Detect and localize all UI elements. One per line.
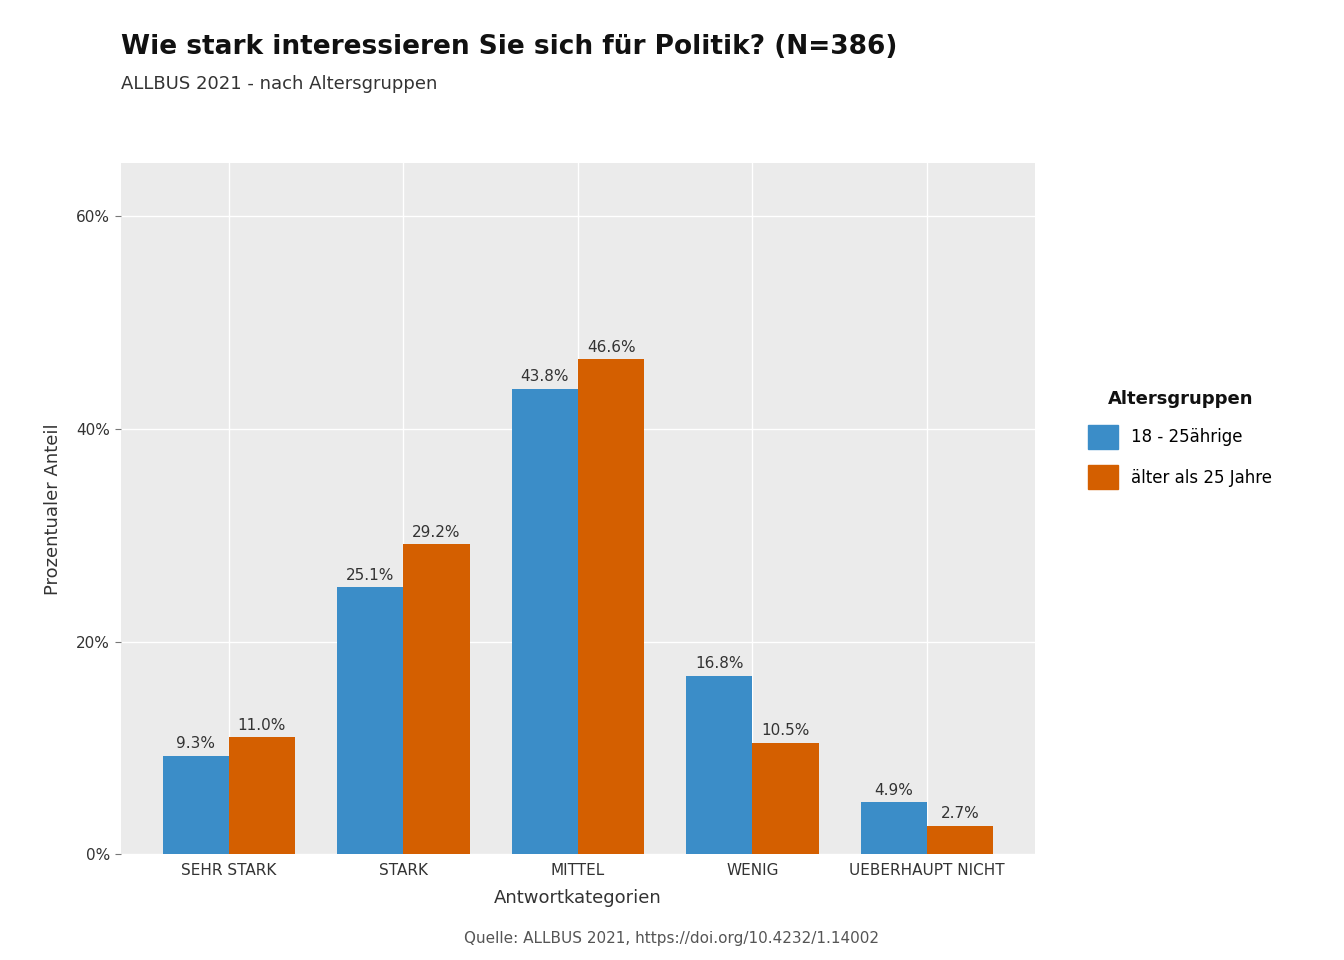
X-axis label: Antwortkategorien: Antwortkategorien xyxy=(495,889,661,907)
Bar xyxy=(687,676,753,854)
Bar xyxy=(228,737,296,854)
Text: 16.8%: 16.8% xyxy=(695,657,743,671)
Text: 2.7%: 2.7% xyxy=(941,806,980,822)
Y-axis label: Prozentualer Anteil: Prozentualer Anteil xyxy=(44,423,62,594)
Bar xyxy=(163,756,228,854)
Text: 43.8%: 43.8% xyxy=(520,370,569,384)
Text: ALLBUS 2021 - nach Altersgruppen: ALLBUS 2021 - nach Altersgruppen xyxy=(121,75,437,93)
Bar xyxy=(860,803,927,854)
Text: 46.6%: 46.6% xyxy=(587,340,636,354)
Text: 29.2%: 29.2% xyxy=(413,524,461,540)
Text: 25.1%: 25.1% xyxy=(345,568,394,584)
Text: Wie stark interessieren Sie sich für Politik? (N=386): Wie stark interessieren Sie sich für Pol… xyxy=(121,34,898,60)
Text: 4.9%: 4.9% xyxy=(875,783,914,798)
Text: 10.5%: 10.5% xyxy=(762,724,810,738)
Bar xyxy=(578,359,644,854)
Bar xyxy=(337,588,403,854)
Text: 9.3%: 9.3% xyxy=(176,736,215,752)
Bar xyxy=(753,743,818,854)
Text: Quelle: ALLBUS 2021, https://doi.org/10.4232/1.14002: Quelle: ALLBUS 2021, https://doi.org/10.… xyxy=(465,930,879,946)
Bar xyxy=(927,826,993,854)
Bar xyxy=(403,544,469,854)
Text: 11.0%: 11.0% xyxy=(238,718,286,733)
Bar xyxy=(512,389,578,854)
Legend: 18 - 25ährige, älter als 25 Jahre: 18 - 25ährige, älter als 25 Jahre xyxy=(1079,382,1281,497)
